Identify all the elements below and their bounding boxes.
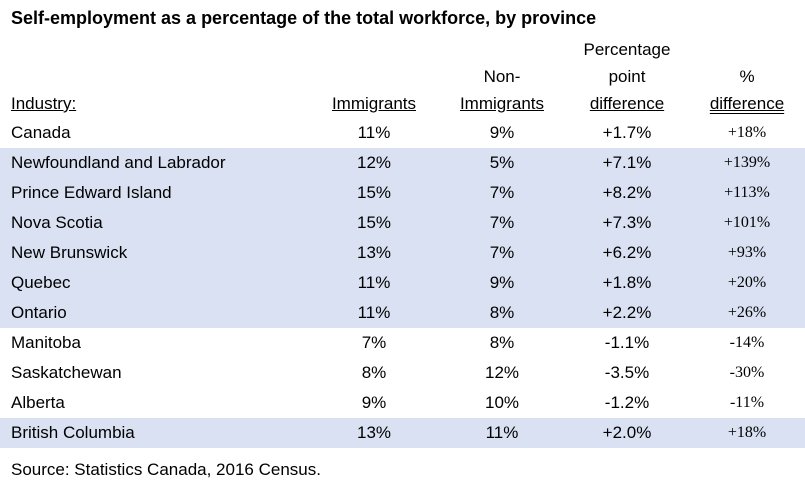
table-row: Saskatchewan 8% 12% -3.5% -30%: [0, 358, 805, 388]
immigrants-value: 9%: [361, 393, 387, 412]
header-non-immigrants: Non- Immigrants: [440, 63, 564, 117]
header-percentage-point-difference: Percentage point difference: [565, 36, 689, 117]
percent-difference-value: +18%: [727, 124, 767, 141]
table-row: Nova Scotia 15% 7% +7.3% +101%: [0, 208, 805, 238]
header-ppd-line1: Percentage: [583, 40, 671, 59]
point-difference-value: +2.0%: [602, 423, 652, 442]
header-immigrants-label: Immigrants: [331, 94, 417, 113]
percent-difference-value: +101%: [723, 214, 771, 231]
percent-difference-value: +113%: [724, 184, 770, 201]
immigrants-value: 15%: [356, 213, 392, 232]
province-name: British Columbia: [11, 423, 135, 442]
percent-difference-value: -30%: [729, 364, 765, 381]
table-row: New Brunswick 13% 7% +6.2% +93%: [0, 238, 805, 268]
province-name: Ontario: [11, 303, 67, 322]
table-title: Self-employment as a percentage of the t…: [11, 8, 597, 28]
point-difference-value: +7.3%: [602, 213, 652, 232]
immigrants-value: 11%: [357, 123, 391, 142]
header-pct-line2: difference: [709, 94, 785, 113]
table-row: Prince Edward Island 15% 7% +8.2% +113%: [0, 178, 805, 208]
immigrants-value: 11%: [357, 273, 391, 292]
immigrants-value: 11%: [357, 303, 391, 322]
non-immigrants-value: 8%: [489, 303, 515, 322]
non-immigrants-value: 9%: [489, 123, 515, 142]
province-name: Manitoba: [11, 333, 81, 352]
header-non-immigrants-line2: Immigrants: [459, 94, 545, 113]
non-immigrants-value: 10%: [484, 393, 520, 412]
point-difference-value: +6.2%: [602, 243, 652, 262]
percent-difference-value: +26%: [727, 304, 767, 321]
header-industry-label: Industry:: [11, 94, 77, 113]
percent-difference-value: -11%: [729, 394, 765, 411]
province-name: Canada: [11, 123, 71, 142]
immigrants-value: 7%: [361, 333, 387, 352]
percent-difference-value: -14%: [729, 334, 765, 351]
province-name: Prince Edward Island: [11, 183, 172, 202]
table-row: Manitoba 7% 8% -1.1% -14%: [0, 328, 805, 358]
non-immigrants-value: 8%: [489, 333, 515, 352]
immigrants-value: 15%: [356, 183, 392, 202]
province-name: Alberta: [11, 393, 65, 412]
non-immigrants-value: 5%: [489, 153, 515, 172]
immigrants-value: 8%: [361, 363, 387, 382]
province-name: Newfoundland and Labrador: [11, 153, 226, 172]
header-industry: Industry:: [11, 90, 76, 117]
table-row: Alberta 9% 10% -1.2% -11%: [0, 388, 805, 418]
source-note: Source: Statistics Canada, 2016 Census.: [11, 460, 321, 479]
non-immigrants-value: 7%: [489, 213, 515, 232]
header-pct-line1: %: [739, 67, 755, 86]
non-immigrants-value: 9%: [489, 273, 515, 292]
non-immigrants-value: 7%: [489, 183, 515, 202]
table-row: British Columbia 13% 11% +2.0% +18%: [0, 418, 805, 448]
province-name: Saskatchewan: [11, 363, 122, 382]
table-body: Canada 11% 9% +1.7% +18% Newfoundland an…: [0, 118, 805, 448]
header-ppd-line3: difference: [589, 94, 665, 113]
point-difference-value: -1.1%: [604, 333, 650, 352]
percent-difference-value: +20%: [727, 274, 767, 291]
percent-difference-value: +18%: [727, 424, 767, 441]
immigrants-value: 13%: [356, 243, 392, 262]
point-difference-value: +2.2%: [602, 303, 652, 322]
header-non-immigrants-line1: Non-: [483, 67, 521, 86]
non-immigrants-value: 7%: [489, 243, 515, 262]
table-row: Newfoundland and Labrador 12% 5% +7.1% +…: [0, 148, 805, 178]
point-difference-value: +7.1%: [602, 153, 652, 172]
non-immigrants-value: 12%: [484, 363, 520, 382]
header-immigrants: Immigrants: [312, 90, 436, 117]
province-name: Quebec: [11, 273, 71, 292]
province-name: New Brunswick: [11, 243, 128, 262]
point-difference-value: +1.8%: [602, 273, 652, 292]
immigrants-value: 12%: [356, 153, 392, 172]
province-name: Nova Scotia: [11, 213, 103, 232]
table-row: Quebec 11% 9% +1.8% +20%: [0, 268, 805, 298]
immigrants-value: 13%: [356, 423, 392, 442]
point-difference-value: -3.5%: [604, 363, 650, 382]
point-difference-value: -1.2%: [604, 393, 650, 412]
non-immigrants-value: 11%: [485, 423, 519, 442]
header-percent-difference: % difference: [685, 63, 805, 117]
point-difference-value: +8.2%: [602, 183, 652, 202]
percent-difference-value: +93%: [727, 244, 767, 261]
point-difference-value: +1.7%: [602, 123, 652, 142]
percent-difference-value: +139%: [723, 154, 771, 171]
header-ppd-line2: point: [608, 67, 646, 86]
table-row: Ontario 11% 8% +2.2% +26%: [0, 298, 805, 328]
table-row: Canada 11% 9% +1.7% +18%: [0, 118, 805, 148]
